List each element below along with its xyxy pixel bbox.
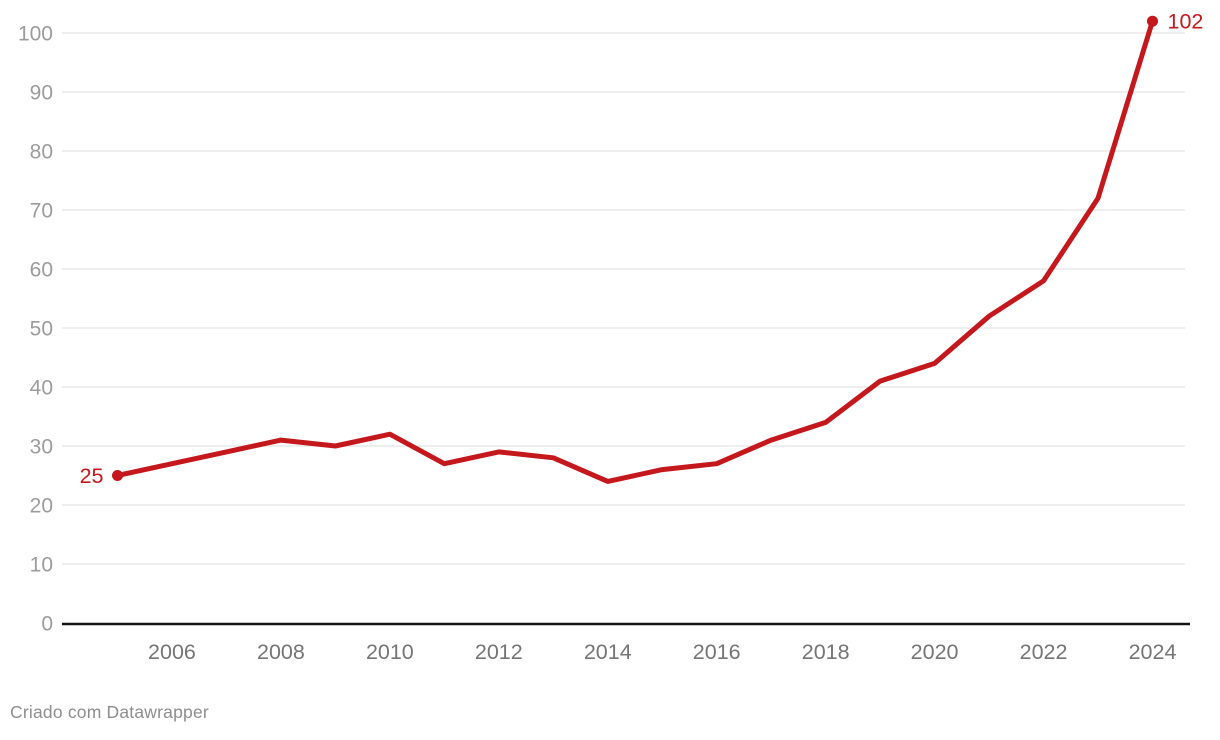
- datawrapper-credit-link[interactable]: Criado com Datawrapper: [10, 702, 209, 722]
- y-tick-label: 80: [30, 141, 53, 164]
- y-tick-label: 100: [18, 23, 53, 46]
- x-tick-label: 2008: [257, 640, 305, 664]
- y-tick-label: 90: [30, 82, 53, 105]
- y-tick-label: 10: [30, 554, 53, 577]
- y-tick-label: 70: [30, 200, 53, 223]
- x-tick-label: 2020: [911, 640, 959, 664]
- data-line: [115, 18, 1155, 484]
- y-tick-label: 60: [30, 259, 53, 282]
- data-point-end: [1147, 15, 1158, 27]
- x-tick-label: 2012: [475, 640, 523, 664]
- x-tick-label: 2006: [148, 640, 196, 664]
- y-tick-label: 40: [30, 377, 53, 400]
- x-tick-label: 2010: [366, 640, 414, 664]
- x-tick-label: 2014: [584, 640, 632, 664]
- start-value-label: 25: [80, 464, 104, 488]
- x-tick-label: 2022: [1020, 640, 1068, 664]
- x-tick-label: 2024: [1129, 640, 1177, 664]
- y-tick-label: 30: [30, 436, 53, 459]
- y-tick-label: 20: [30, 495, 53, 518]
- x-tick-label: 2016: [693, 640, 741, 664]
- x-tick-label: 2018: [802, 640, 850, 664]
- y-tick-label: 50: [30, 318, 53, 341]
- y-tick-label: 0: [41, 613, 53, 636]
- data-point-start: [112, 470, 123, 481]
- end-value-label: 102: [1168, 10, 1204, 34]
